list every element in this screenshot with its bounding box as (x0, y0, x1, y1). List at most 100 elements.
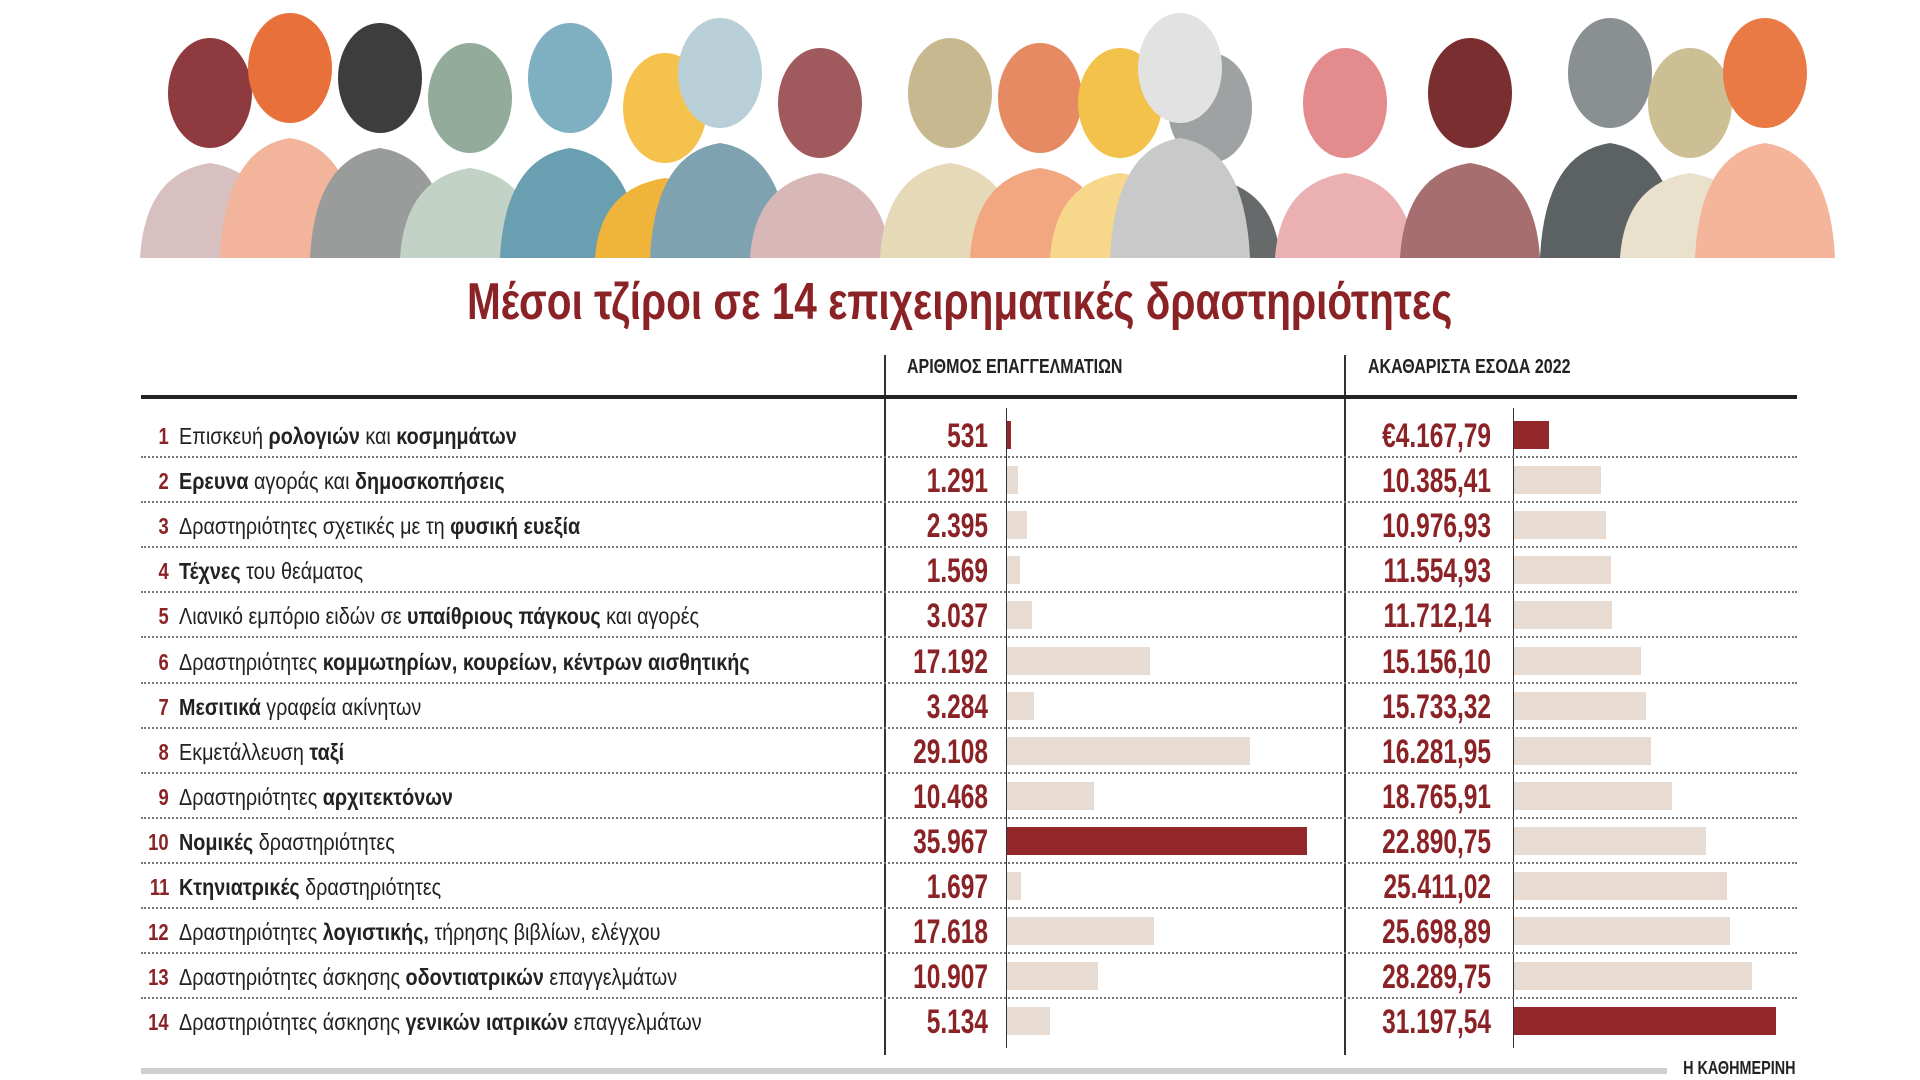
person-head (998, 43, 1082, 153)
activity-label: Εκμετάλλευση ταξί (179, 739, 344, 766)
label-part: Δραστηριότητες σχετικές με τη (179, 513, 451, 540)
footer-rule (141, 1068, 1667, 1074)
count-value: 1.291 (926, 462, 988, 501)
activity-label: Δραστηριότητες λογιστικής, τήρησης βιβλί… (179, 919, 661, 946)
count-bar (1007, 781, 1095, 810)
rank: 5 (141, 603, 169, 630)
rank: 9 (141, 784, 169, 811)
label-bold-part: οδοντιατρικών (405, 964, 544, 991)
person-silhouette (1400, 163, 1540, 258)
count-bar (1007, 1007, 1050, 1036)
count-bar (1007, 466, 1018, 495)
activity-label: Δραστηριότητες σχετικές με τη φυσική ευε… (179, 513, 580, 540)
table-row: 3 Δραστηριότητες σχετικές με τη φυσική ευ… (141, 503, 1797, 549)
count-value: 3.284 (926, 687, 988, 726)
rank: 14 (141, 1009, 169, 1036)
person-head (1648, 48, 1732, 158)
label-part: και αγορές (600, 603, 700, 630)
label-bold-part: κομμωτηρίων, κουρείων, κέντρων αισθητική… (322, 648, 750, 675)
label-part: δραστηριότητες (299, 874, 442, 900)
row-separator (141, 997, 1797, 1000)
revenue-value: 15.733,32 (1382, 687, 1491, 726)
person-head (908, 38, 992, 148)
revenue-value: 11.554,93 (1383, 552, 1491, 591)
rank: 8 (141, 739, 169, 766)
revenue-value: 10.976,93 (1382, 507, 1491, 546)
activity-label: Δραστηριότητες άσκησης οδοντιατρικών επα… (179, 964, 677, 991)
activity-label: Μεσιτικά γραφεία ακίνητων (179, 694, 421, 721)
revenue-bar (1514, 826, 1707, 855)
label-part: Λιανικό εμπόριο ειδών σε (179, 603, 408, 630)
row-separator (141, 861, 1797, 864)
person-silhouette (1695, 143, 1835, 258)
count-value: 1.697 (926, 868, 988, 906)
revenue-value: 28.289,75 (1382, 958, 1491, 997)
table-row: 4 Τέχνες του θεάματος 1.569 11.554,93 (141, 548, 1797, 594)
label-part: τήρησης βιβλίων, ελέγχου (428, 919, 661, 946)
table-row: 13 Δραστηριότητες άσκησης οδοντιατρικών ε… (141, 954, 1797, 1000)
table-row: 6 Δραστηριότητες κομμωτηρίων, κουρείων, κ… (141, 639, 1797, 684)
count-bar (1007, 646, 1151, 675)
person-silhouette (750, 173, 890, 258)
revenue-value: 25.698,89 (1382, 913, 1491, 952)
revenue-bar (1514, 691, 1647, 720)
label-bold-part: ταξί (309, 738, 345, 765)
rank-text: 6 (158, 648, 169, 675)
revenue-bar (1514, 556, 1612, 585)
source-credit: Η ΚΑΘΗΜΕΡΙΝΗ (1683, 1058, 1796, 1078)
revenue-bar (1514, 736, 1651, 765)
label-part: Εκμετάλλευση (179, 738, 310, 765)
table-row: 14 Δραστηριότητες άσκησης γενικών ιατρικώ… (141, 999, 1797, 1044)
revenue-bar (1514, 917, 1730, 946)
label-part: επαγγελμάτων (543, 964, 678, 991)
revenue-value: 22.890,75 (1382, 822, 1491, 861)
revenue-bar (1514, 962, 1752, 991)
table-row: 7 Μεσιτικά γραφεία ακίνητων 3.284 15.733,32 (141, 684, 1797, 729)
table-row: 10 Νομικές δραστηριότητες 35.967 22.890,75 (141, 819, 1797, 864)
count-bar (1007, 962, 1098, 991)
chart-title: Μέσοι τζίροι σε 14 επιχειρηματικές δραστ… (0, 272, 1920, 332)
count-value: 5.134 (926, 1003, 988, 1042)
rank-text: 1 (158, 423, 169, 449)
label-bold-part: Κτηνιατρικές (179, 874, 300, 900)
rank: 12 (141, 919, 169, 946)
rank-text: 10 (148, 828, 169, 855)
revenue-value: 11.712,14 (1383, 597, 1491, 636)
person-head (168, 38, 252, 148)
person-head (338, 23, 422, 133)
label-bold-part: Μεσιτικά (179, 693, 261, 720)
label-part: Δραστηριότητες άσκησης (179, 1009, 406, 1036)
table-row: 8 Εκμετάλλευση ταξί 29.108 16.281,95 (141, 729, 1797, 774)
revenue-value: 15.156,10 (1382, 642, 1491, 681)
count-value: 1.569 (926, 552, 988, 591)
revenue-bar (1514, 421, 1549, 449)
row-separator (141, 952, 1797, 955)
revenue-bar (1514, 466, 1602, 495)
column-header-revenue: ΑΚΑΘΑΡΙΣΤΑ ΕΣΟΔΑ 2022 (1368, 356, 1621, 379)
label-part: Δραστηριότητες (179, 919, 323, 946)
person-silhouette (1275, 173, 1415, 258)
count-value: 3.037 (926, 597, 988, 636)
revenue-value: 31.197,54 (1382, 1003, 1491, 1042)
rank-text: 14 (148, 1009, 169, 1036)
rank-text: 9 (158, 783, 169, 810)
label-bold-part: αρχιτεκτόνων (322, 783, 453, 810)
label-bold-part: ρολογιών (268, 423, 360, 449)
label-part: επαγγελμάτων (568, 1009, 702, 1036)
label-bold-part: Ερευνα (179, 468, 249, 495)
table-row: 9 Δραστηριότητες αρχιτεκτόνων 10.468 18.765… (141, 774, 1797, 819)
revenue-value: 18.765,91 (1382, 777, 1491, 816)
person-head (778, 48, 862, 158)
person-head (248, 13, 332, 123)
rank-text: 8 (158, 738, 169, 765)
person-head (528, 23, 612, 133)
rank-text: 13 (148, 964, 169, 991)
count-bar (1007, 556, 1021, 585)
activity-label: Δραστηριότητες άσκησης γενικών ιατρικών … (179, 1009, 702, 1036)
label-bold-part: φυσική ευεξία (450, 513, 581, 540)
label-part: του θεάματος (240, 558, 364, 585)
row-separator (141, 907, 1797, 909)
label-part: αγοράς και (248, 468, 356, 495)
rank-text: 5 (158, 603, 169, 630)
label-part: Δραστηριότητες (179, 648, 323, 675)
